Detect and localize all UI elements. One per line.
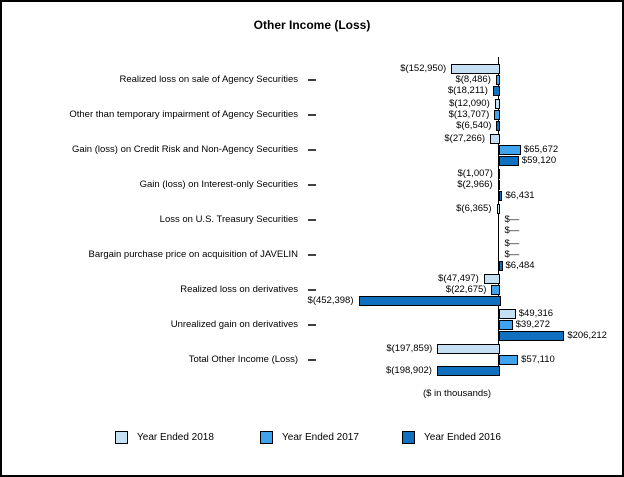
legend-entry-2018: Year Ended 2018 <box>115 430 214 445</box>
category-label: Loss on U.S. Treasury Securities <box>159 214 298 225</box>
bar-2016 <box>436 366 501 376</box>
bar-2018 <box>451 64 501 74</box>
bar-2016 <box>492 86 501 96</box>
bar-2018 <box>437 344 501 354</box>
value-label: $— <box>504 225 520 236</box>
category-label: Unrealized gain on derivatives <box>170 319 298 330</box>
value-label: $(452,398) <box>307 295 354 306</box>
legend-label-2016: Year Ended 2016 <box>424 432 501 443</box>
category-label: Other than temporary impairment of Agenc… <box>69 109 298 120</box>
category-tick-mark <box>308 219 316 221</box>
value-label: $(197,859) <box>386 343 433 354</box>
value-axis-zero-line <box>498 57 500 376</box>
value-label: $6,484 <box>505 260 535 271</box>
value-label: $(1,007) <box>457 168 493 179</box>
bar-2018 <box>483 274 501 284</box>
bar-2017 <box>498 355 519 365</box>
value-label: $(27,266) <box>444 133 486 144</box>
legend-entry-2016: Year Ended 2016 <box>402 430 501 445</box>
category-tick-mark <box>308 114 316 116</box>
category-tick-mark <box>308 324 316 326</box>
category-label: Gain (loss) on Credit Risk and Non-Agenc… <box>72 144 298 155</box>
bar-2017 <box>495 75 501 85</box>
legend-label-2018: Year Ended 2018 <box>137 432 214 443</box>
bar-2017 <box>494 110 501 120</box>
bar-2018 <box>497 169 501 179</box>
value-label: $(13,707) <box>448 109 490 120</box>
bar-2017 <box>491 285 501 295</box>
bar-2016 <box>498 331 565 341</box>
value-label: $— <box>504 238 520 249</box>
value-label: $(47,497) <box>438 273 479 284</box>
bar-2017 <box>498 145 521 155</box>
legend-swatch-2016 <box>402 431 415 444</box>
category-label: Bargain purchase price on acquisition of… <box>88 249 298 260</box>
value-label: $(18,211) <box>447 85 488 96</box>
value-label: $39,272 <box>515 319 550 330</box>
bar-2018 <box>494 99 501 109</box>
bar-2016 <box>496 121 501 131</box>
legend-swatch-2017 <box>260 431 273 444</box>
value-label: $59,120 <box>521 155 557 166</box>
value-label: $49,316 <box>518 308 554 319</box>
value-label: $(22,675) <box>445 284 487 295</box>
value-label: $6,431 <box>505 190 535 201</box>
value-label: $(6,365) <box>456 203 492 214</box>
legend-label-2017: Year Ended 2017 <box>282 432 359 443</box>
category-tick-mark <box>308 79 316 81</box>
category-tick-mark <box>308 184 316 186</box>
bar-2018 <box>490 134 501 144</box>
value-label: $(198,902) <box>385 365 432 376</box>
category-label: Gain (loss) on Interest-only Securities <box>139 179 298 190</box>
bar-2018 <box>498 309 516 319</box>
category-tick-mark <box>308 289 316 291</box>
legend-entry-2017: Year Ended 2017 <box>260 430 359 445</box>
bar-2017 <box>497 180 501 190</box>
bar-2016 <box>358 296 501 306</box>
category-tick-mark <box>308 149 316 151</box>
bar-2017 <box>498 320 513 330</box>
category-tick-mark <box>308 359 316 361</box>
category-label: Realized loss on sale of Agency Securiti… <box>119 74 299 85</box>
value-label: $— <box>504 214 520 225</box>
bar-2018 <box>496 204 501 214</box>
axis-units-note: ($ in thousands) <box>422 388 492 399</box>
legend-swatch-2018 <box>115 431 128 444</box>
value-label: $57,110 <box>521 354 555 365</box>
category-label: Total Other Income (Loss) <box>188 354 298 365</box>
value-label: $206,212 <box>567 330 607 341</box>
value-label: $65,672 <box>523 144 559 155</box>
category-label: Realized loss on derivatives <box>180 284 298 295</box>
bar-2016 <box>498 156 519 166</box>
bar-2016 <box>498 261 503 271</box>
category-tick-mark <box>308 254 316 256</box>
bar-2016 <box>498 191 503 201</box>
value-label: $(8,486) <box>455 74 491 85</box>
value-label: $— <box>504 249 520 260</box>
value-label: $(152,950) <box>400 63 447 74</box>
value-label: $(6,540) <box>456 120 492 131</box>
chart-title: Other Income (Loss) <box>253 18 371 32</box>
value-label: $(2,966) <box>457 179 493 190</box>
value-label: $(12,090) <box>449 98 490 109</box>
